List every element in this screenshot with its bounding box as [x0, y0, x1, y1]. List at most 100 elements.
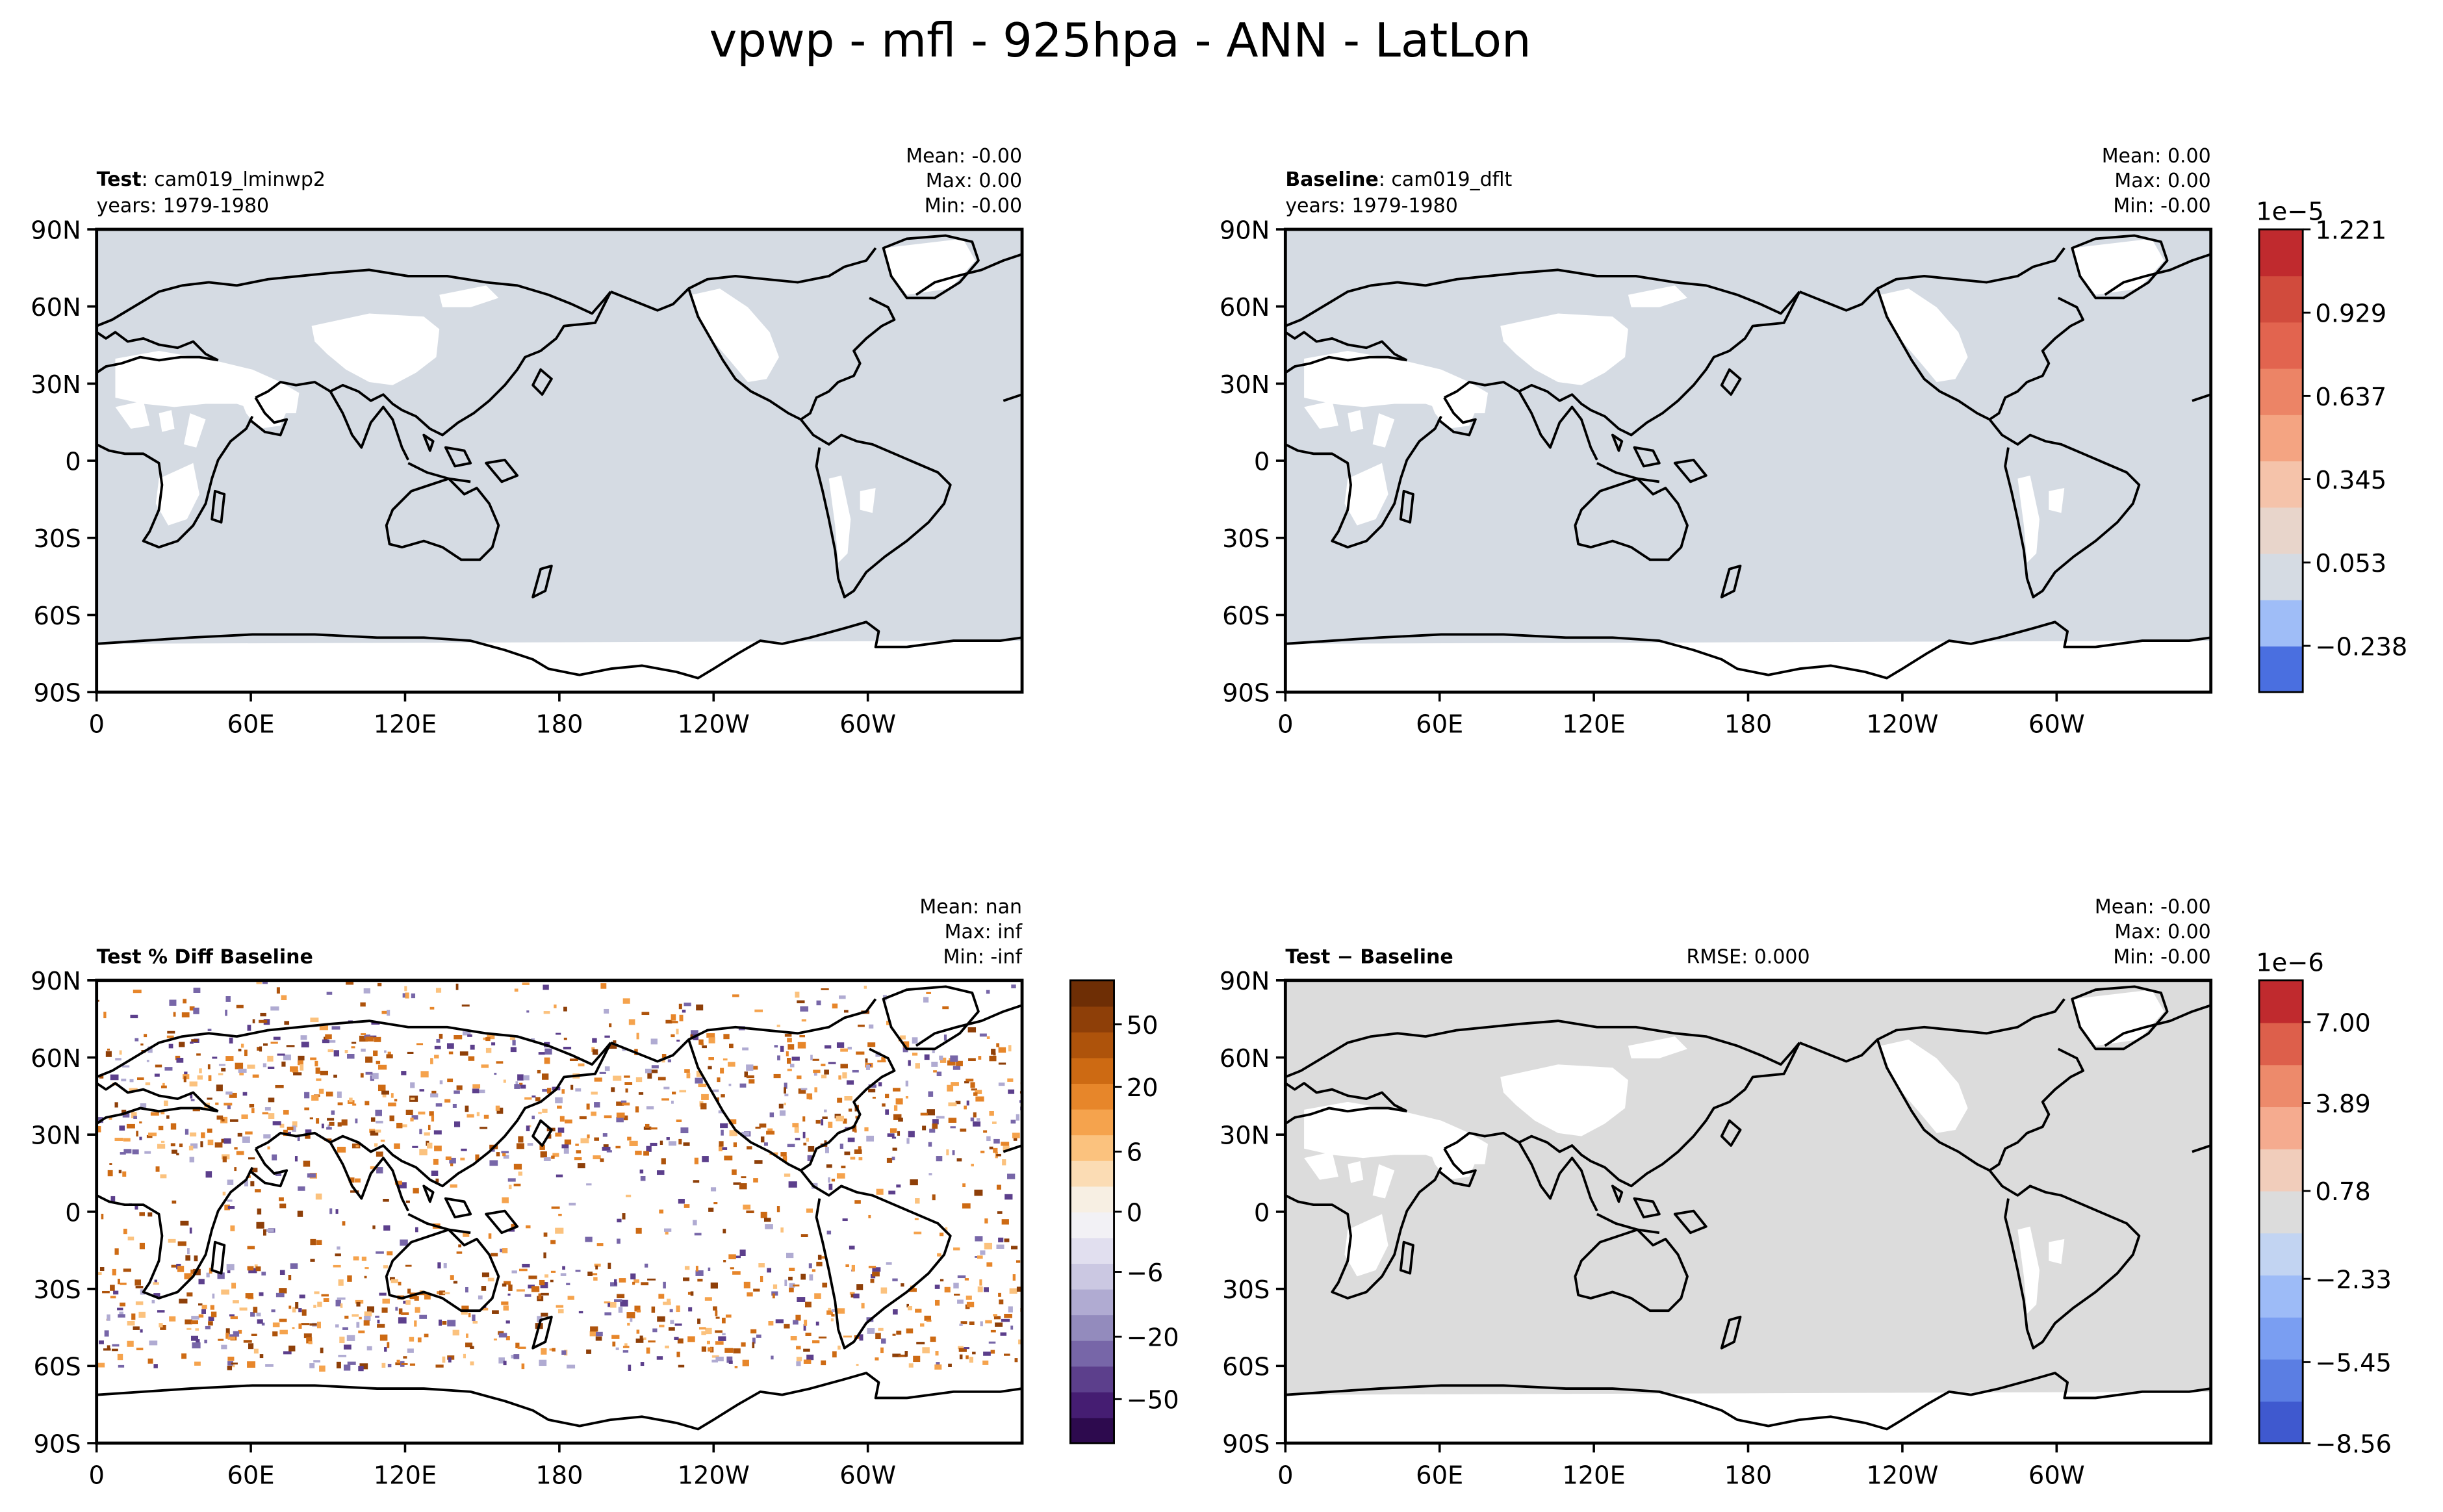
- pct-colorbar-tick-label: −20: [1127, 1324, 1179, 1353]
- pct-speckle-cell: [929, 1129, 936, 1133]
- pct-speckle-cell: [754, 1160, 763, 1164]
- pct-speckle-cell: [189, 1157, 195, 1162]
- pct-speckle-cell: [370, 1166, 377, 1170]
- pct-speckle-cell: [107, 1048, 110, 1051]
- pct-speckle-cell: [374, 1143, 378, 1147]
- pct-speckle-cell: [838, 1075, 841, 1080]
- pct-speckle-cell: [267, 1055, 274, 1062]
- pct-speckle-cell: [985, 1320, 992, 1324]
- pct-speckle-cell: [1004, 1313, 1012, 1318]
- pct-speckle-cell: [333, 1264, 341, 1268]
- pct-speckle-cell: [701, 1346, 706, 1352]
- pct-speckle-cell: [424, 1132, 430, 1136]
- pct-speckle-cell: [895, 1098, 903, 1105]
- pct-speckle-cell: [227, 1337, 236, 1340]
- pct-speckle-cell: [881, 1338, 886, 1344]
- pct-speckle-cell: [875, 1333, 881, 1340]
- pct-speckle-cell: [640, 1175, 646, 1181]
- pct-speckle-cell: [512, 1040, 516, 1046]
- pct-speckle-cell: [1012, 1274, 1016, 1281]
- pct-speckle-cell: [131, 1313, 136, 1320]
- pct-speckle-cell: [379, 1292, 387, 1296]
- pct-speckle-cell: [849, 1246, 855, 1249]
- pct-speckle-cell: [310, 1018, 319, 1023]
- pct-speckle-cell: [1007, 1078, 1014, 1082]
- pct-speckle-cell: [341, 1119, 348, 1126]
- pct-speckle-cell: [635, 1150, 642, 1155]
- pct-speckle-cell: [281, 1061, 286, 1067]
- pct-colorbar-tick-label: 6: [1127, 1138, 1142, 1168]
- pct-speckle-cell: [663, 1086, 670, 1090]
- pct-speckle-cell: [371, 1073, 379, 1079]
- pct-speckle-cell: [790, 1336, 797, 1340]
- pct-speckle-cell: [216, 1084, 223, 1092]
- pct-speckle-cell: [210, 1305, 214, 1310]
- pct-speckle-cell: [454, 1034, 463, 1040]
- pct-speckle-cell: [928, 1142, 932, 1147]
- pct-speckle-cell: [959, 1354, 963, 1359]
- pct-speckle-cell: [671, 1034, 675, 1038]
- pct-speckle-cell: [831, 1313, 835, 1317]
- pct-speckle-cell: [412, 1146, 418, 1148]
- pct-speckle-cell: [208, 1075, 212, 1081]
- pct-speckle-cell: [541, 1313, 548, 1317]
- pct-speckle-cell: [996, 1043, 1000, 1047]
- pct-speckle-cell: [939, 1233, 944, 1237]
- pct-speckle-cell: [235, 1062, 244, 1070]
- pct-speckle-cell: [230, 1316, 238, 1320]
- pct-speckle-cell: [763, 1142, 768, 1146]
- pct-speckle-cell: [542, 1108, 548, 1113]
- pct-speckle-cell: [563, 1006, 567, 1012]
- pct-speckle-cell: [377, 982, 382, 986]
- pct-speckle-cell: [647, 1278, 656, 1281]
- pct-speckle-cell: [461, 1148, 467, 1151]
- pct-speckle-cell: [247, 1064, 255, 1069]
- pct-speckle-cell: [353, 1256, 359, 1261]
- pct-speckle-cell: [308, 1341, 313, 1344]
- pct-speckle-cell: [207, 1064, 211, 1070]
- pct-speckle-cell: [244, 1180, 248, 1186]
- pct-speckle-cell: [624, 1075, 630, 1078]
- pct-speckle-cell: [721, 1129, 724, 1136]
- pct-speckle-cell: [99, 1267, 105, 1272]
- pct-speckle-cell: [189, 1081, 198, 1087]
- pct-speckle-cell: [170, 1123, 177, 1130]
- pct-speckle-cell: [227, 1199, 233, 1202]
- pct-speckle-cell: [501, 1301, 509, 1305]
- pct-speckle-cell: [199, 1068, 202, 1073]
- pct-speckle-cell: [618, 1307, 623, 1313]
- pct-speckle-cell: [589, 1331, 597, 1337]
- pct-speckle-cell: [632, 1281, 635, 1285]
- pct-speckle-cell: [998, 1083, 1005, 1086]
- pct-speckle-cell: [189, 1227, 192, 1234]
- pct-speckle-cell: [804, 1320, 808, 1326]
- pct-speckle-cell: [795, 1138, 800, 1140]
- pct-speckle-cell: [377, 1320, 380, 1324]
- pct-speckle-cell: [313, 1305, 316, 1308]
- pct-speckle-cell: [613, 1075, 622, 1081]
- pct-speckle-cell: [267, 1146, 270, 1149]
- pct-speckle-cell: [784, 1034, 792, 1037]
- pct-speckle-cell: [594, 1137, 600, 1141]
- diff-colorbar-swatch: [2259, 1064, 2303, 1107]
- pct-speckle-cell: [485, 1037, 491, 1042]
- pct-speckle-cell: [292, 1125, 296, 1132]
- pct-speckle-cell: [214, 1142, 223, 1148]
- pct-speckle-cell: [674, 1323, 682, 1326]
- pct-speckle-cell: [646, 1146, 652, 1152]
- pct-speckle-cell: [444, 1099, 451, 1103]
- pct-speckle-cell: [729, 1044, 734, 1049]
- pct-speckle-cell: [678, 1138, 682, 1145]
- pct-speckle-cell: [622, 998, 630, 1004]
- pct-speckle-cell: [715, 1341, 724, 1345]
- pct-speckle-cell: [335, 1253, 341, 1257]
- pct-speckle-cell: [728, 1119, 737, 1125]
- pct-speckle-cell: [635, 1339, 644, 1343]
- pct-speckle-cell: [840, 1048, 848, 1052]
- pct-speckle-cell: [306, 1337, 313, 1344]
- lon-tick-label: 120E: [1562, 710, 1625, 739]
- pct-speckle-cell: [844, 1096, 852, 1101]
- pct-speckle-cell: [400, 1239, 408, 1246]
- pct-speckle-cell: [194, 1361, 201, 1366]
- pct-speckle-cell: [380, 1139, 385, 1142]
